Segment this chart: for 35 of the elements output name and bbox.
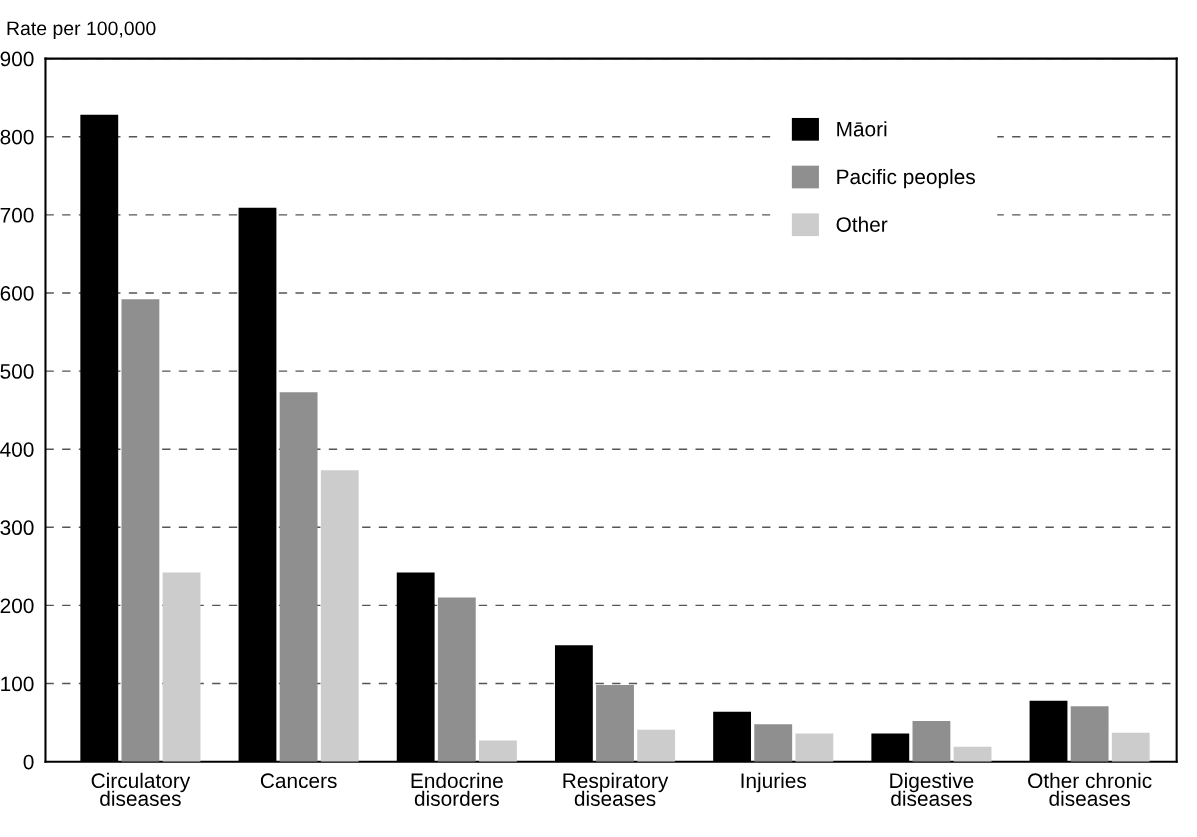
y-tick-label: 700 [0,207,34,223]
bar [121,299,160,762]
y-tick-label: 600 [0,285,34,301]
legend-label: Pacific peoples [837,168,975,189]
bar [754,724,793,762]
bar [637,729,676,762]
x-tick-label: Cancers [260,773,337,789]
bar [953,746,992,762]
y-tick-label: 400 [0,442,34,457]
x-tick-label: Circulatory diseases [91,772,191,806]
bar [479,740,517,762]
bar [795,733,834,762]
y-tick-label: 300 [0,520,34,536]
y-tick-label: 900 [0,51,34,67]
x-tick-label: Injuries [741,772,807,793]
legend-label: Māori [837,121,887,137]
x-tick-label: Endocrine disorders [411,772,503,806]
bar [596,685,634,762]
bar [1111,732,1150,762]
bar [320,470,359,762]
x-tick-label: Digestive diseases [890,772,974,806]
bar [437,597,476,762]
y-tick-label: 500 [0,364,34,379]
x-tick-label: Other chronic diseases [1028,772,1152,806]
bar [279,392,318,762]
y-tick-label: 800 [0,129,34,145]
bar [912,721,951,762]
y-axis-title: Rate per 100,000 [7,21,156,40]
y-tick-label: 200 [0,598,34,614]
x-tick-label: Respiratory diseases [563,772,669,806]
y-tick-label: 0 [23,754,34,770]
bar [1070,706,1109,762]
bar [162,572,201,762]
legend-label: Other [836,216,888,232]
y-tick-label: 100 [1,676,34,692]
